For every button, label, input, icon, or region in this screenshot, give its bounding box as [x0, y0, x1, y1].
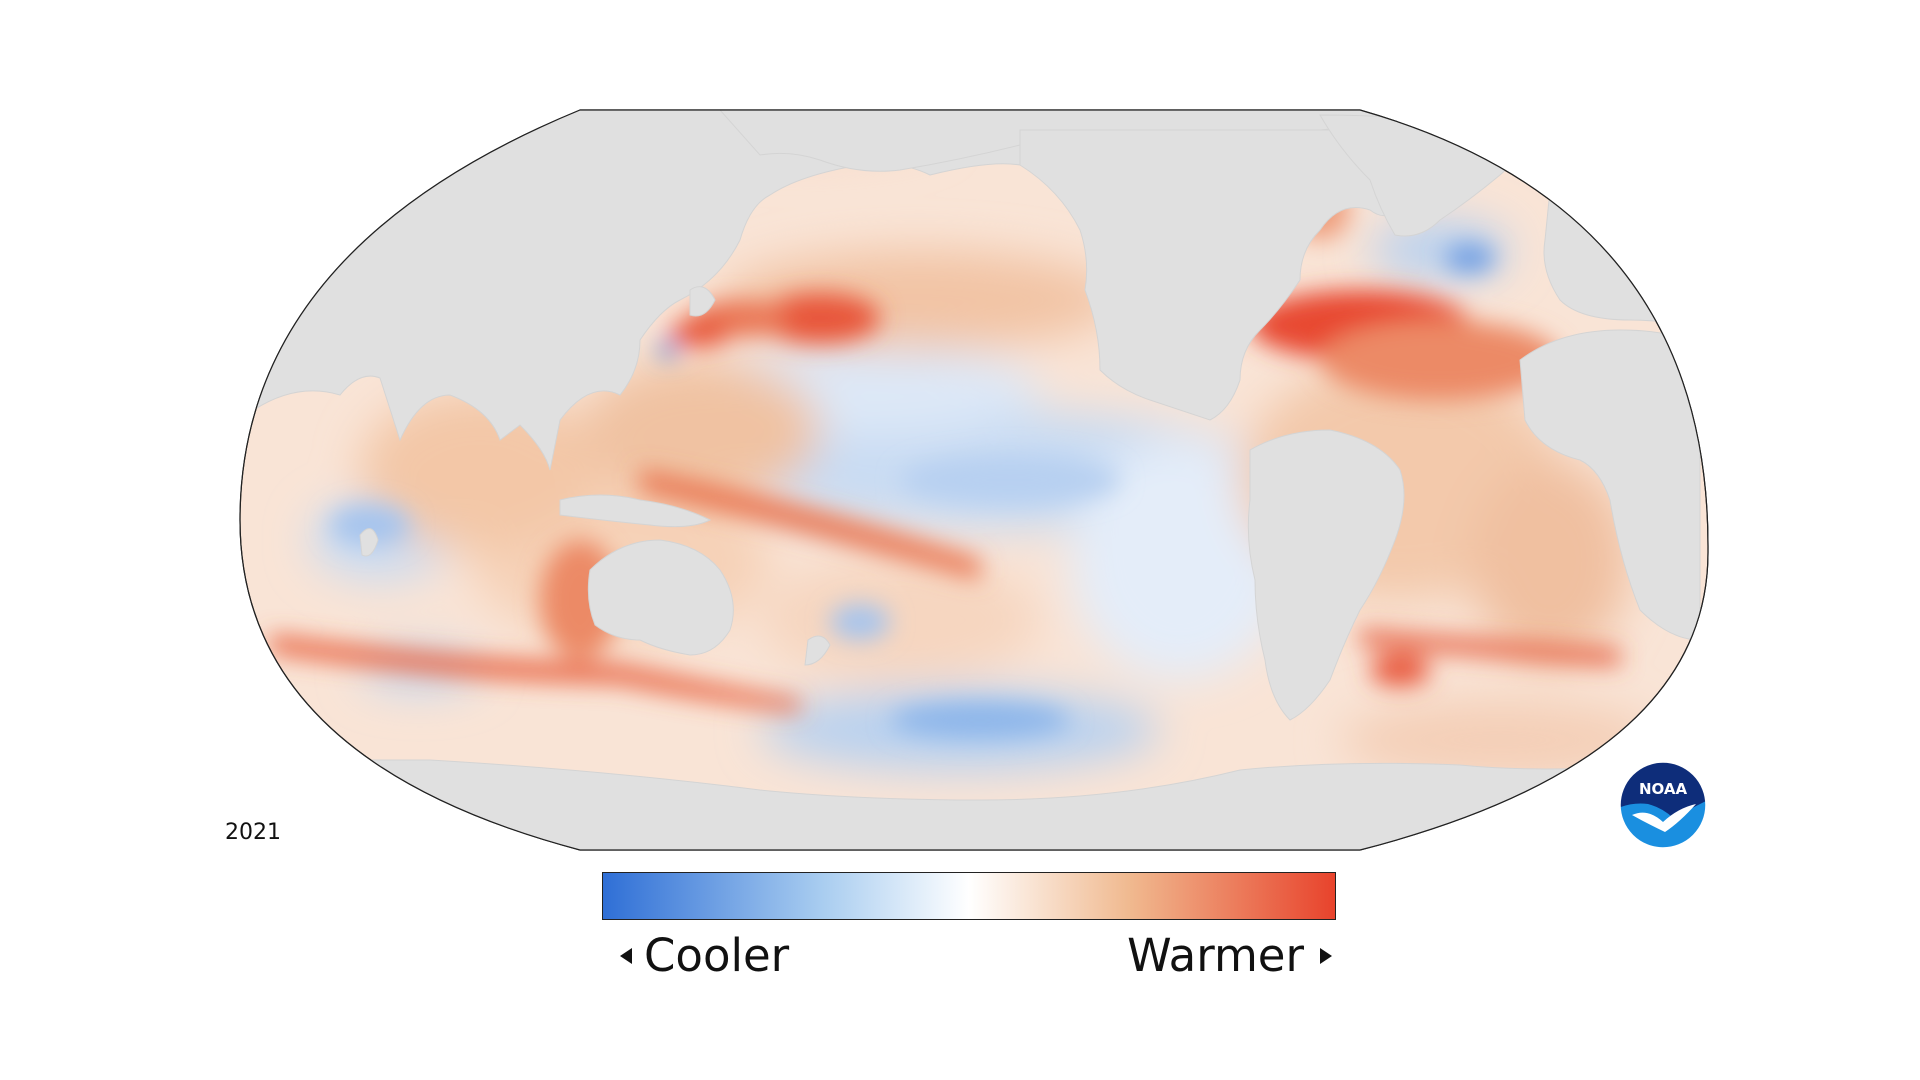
africa	[1519, 329, 1701, 641]
australia	[587, 539, 734, 656]
legend-warmer: Warmer	[1127, 928, 1332, 984]
legend-cooler: Cooler	[620, 928, 789, 984]
madagascar	[359, 528, 379, 557]
south-america	[1247, 429, 1405, 721]
anomaly-colorbar	[602, 872, 1336, 920]
left-arrow-icon	[620, 948, 632, 964]
new-zealand	[804, 635, 831, 666]
warmer-label: Warmer	[1127, 929, 1304, 982]
noaa-logo-text: NOAA	[1639, 780, 1688, 798]
cooler-label: Cooler	[644, 929, 790, 982]
noaa-logo-icon: NOAA	[1619, 761, 1707, 849]
maritime-continent	[559, 494, 712, 528]
right-arrow-icon	[1320, 948, 1332, 964]
japan	[689, 286, 716, 317]
land-masses	[240, 110, 1701, 850]
year-label: 2021	[225, 820, 281, 845]
antarctica	[240, 759, 1701, 850]
